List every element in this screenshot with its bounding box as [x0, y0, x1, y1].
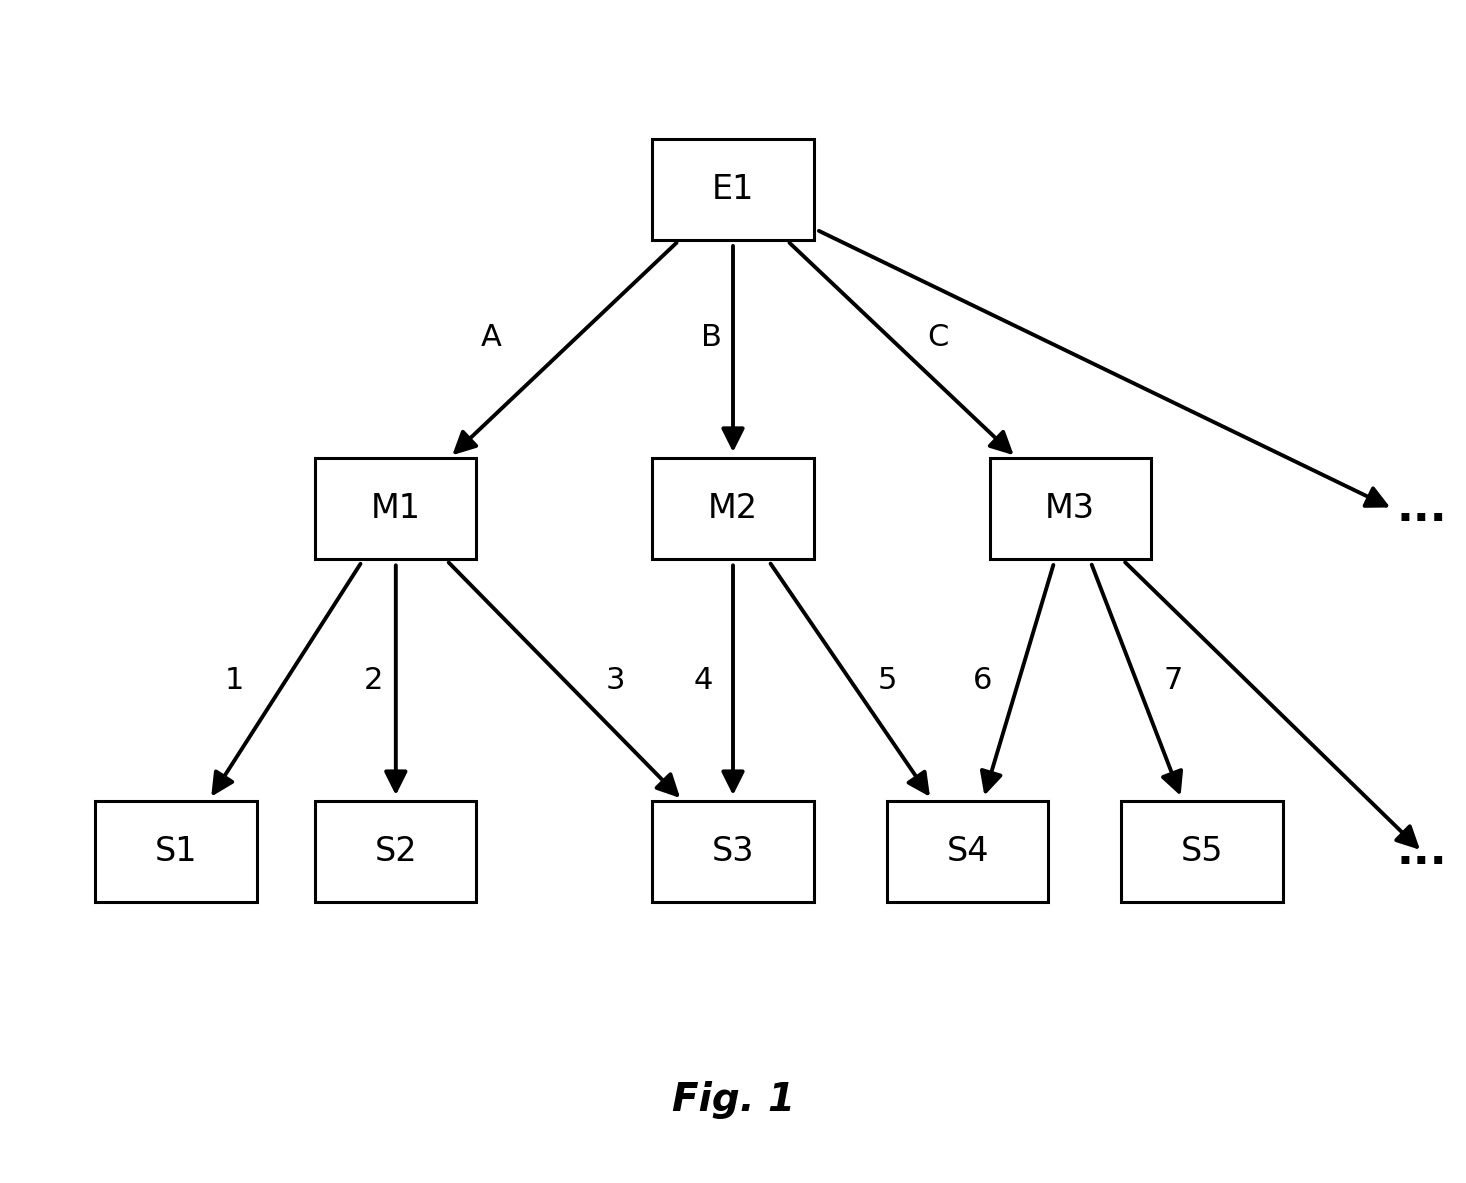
- FancyBboxPatch shape: [887, 802, 1048, 901]
- Text: M3: M3: [1045, 492, 1095, 525]
- Text: S2: S2: [374, 835, 418, 868]
- Text: C: C: [928, 323, 949, 351]
- Text: 6: 6: [972, 666, 992, 694]
- Text: 7: 7: [1163, 666, 1183, 694]
- FancyBboxPatch shape: [652, 802, 814, 901]
- Text: 2: 2: [364, 666, 384, 694]
- Text: S1: S1: [155, 835, 196, 868]
- Text: S5: S5: [1182, 835, 1223, 868]
- Text: 3: 3: [605, 666, 626, 694]
- Text: ...: ...: [1397, 830, 1447, 873]
- FancyBboxPatch shape: [652, 459, 814, 560]
- FancyBboxPatch shape: [652, 140, 814, 239]
- Text: A: A: [481, 323, 501, 351]
- Text: M1: M1: [371, 492, 421, 525]
- Text: S4: S4: [947, 835, 988, 868]
- FancyBboxPatch shape: [315, 802, 476, 901]
- FancyBboxPatch shape: [95, 802, 257, 901]
- Text: S3: S3: [712, 835, 754, 868]
- Text: B: B: [701, 323, 721, 351]
- FancyBboxPatch shape: [990, 459, 1151, 560]
- FancyBboxPatch shape: [315, 459, 476, 560]
- Text: ...: ...: [1397, 487, 1447, 530]
- Text: E1: E1: [712, 173, 754, 206]
- Text: 1: 1: [224, 666, 245, 694]
- Text: M2: M2: [708, 492, 758, 525]
- Text: 4: 4: [693, 666, 714, 694]
- Text: 5: 5: [877, 666, 897, 694]
- FancyBboxPatch shape: [1121, 802, 1283, 901]
- Text: Fig. 1: Fig. 1: [671, 1081, 795, 1119]
